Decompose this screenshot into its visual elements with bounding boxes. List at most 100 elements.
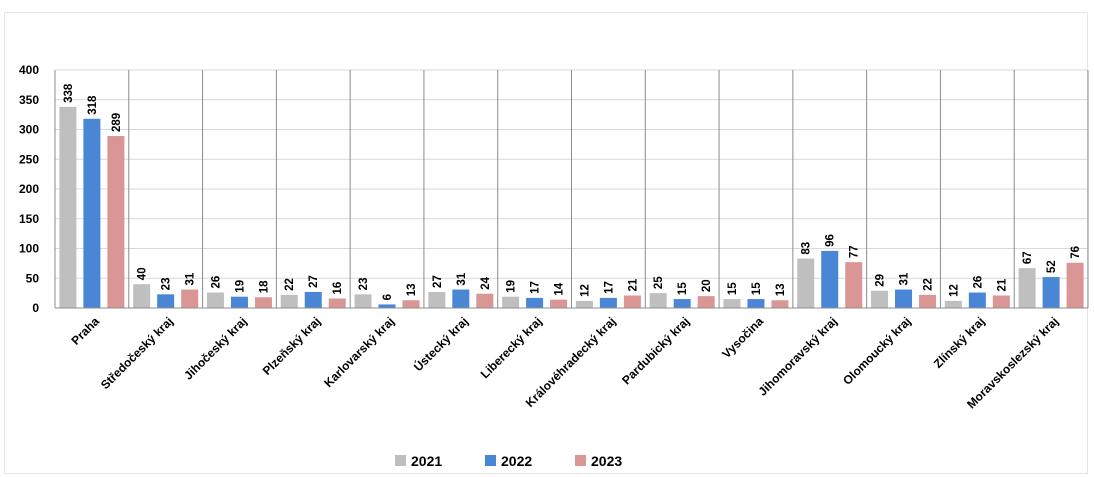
data-label: 22: [923, 278, 935, 291]
bar: [968, 292, 986, 308]
data-label: 21: [996, 278, 1008, 291]
y-tick-label: 0: [32, 301, 39, 315]
data-label: 21: [627, 278, 639, 291]
bar: [771, 300, 789, 308]
bar: [354, 294, 372, 308]
bar: [254, 297, 272, 308]
bar: [378, 304, 396, 308]
data-label: 83: [801, 242, 813, 255]
bar: [944, 300, 962, 308]
data-label: 52: [1046, 260, 1058, 273]
bar: [502, 296, 520, 308]
data-label: 19: [506, 280, 518, 293]
data-label: 20: [701, 279, 713, 292]
legend-label: 2022: [501, 453, 532, 469]
data-label: 22: [284, 278, 296, 291]
bar: [107, 136, 125, 308]
x-tick-label: Vysočina: [719, 314, 766, 361]
data-label: 18: [258, 280, 270, 293]
bar: [206, 292, 224, 308]
x-tick-label: Středočeský kraj: [98, 314, 176, 392]
data-label: 67: [1022, 251, 1034, 264]
data-label: 15: [727, 282, 739, 295]
x-tick-label: Karlovarský kraj: [321, 314, 397, 390]
bar: [550, 299, 568, 308]
data-label: 13: [775, 283, 787, 296]
data-label: 24: [480, 276, 492, 289]
bar: [723, 299, 741, 308]
data-label: 6: [382, 294, 394, 300]
bar: [649, 293, 667, 308]
bar: [599, 297, 617, 308]
bar: [59, 106, 77, 308]
data-label: 23: [161, 278, 173, 291]
y-tick-label: 50: [26, 271, 40, 285]
bar: [797, 258, 815, 308]
bar: [821, 250, 839, 308]
x-tick-label: Praha: [69, 314, 103, 348]
data-label: 15: [677, 282, 689, 295]
x-tick-label: Jihočeský kraj: [181, 314, 249, 382]
bar: [230, 296, 248, 308]
data-label: 14: [554, 282, 566, 295]
data-label: 289: [111, 113, 123, 132]
data-label: 23: [358, 278, 370, 291]
bar: [304, 291, 322, 308]
data-label: 12: [948, 284, 960, 297]
data-label: 26: [972, 276, 984, 289]
data-label: 29: [875, 274, 887, 287]
bar: [845, 262, 863, 308]
y-tick-label: 250: [19, 152, 39, 166]
bar: [476, 293, 494, 308]
y-tick-label: 350: [19, 93, 39, 107]
bar: [83, 118, 101, 308]
data-label: 17: [603, 281, 615, 294]
data-label: 31: [185, 272, 197, 285]
x-tick-label: Jihomoravský kraj: [755, 314, 839, 398]
data-label: 76: [1070, 246, 1082, 259]
bar: [181, 289, 199, 308]
bar: [747, 299, 765, 308]
bar: [895, 289, 913, 308]
y-tick-label: 100: [19, 242, 39, 256]
data-label: 16: [332, 282, 344, 295]
bar: [157, 294, 175, 308]
y-tick-label: 300: [19, 123, 39, 137]
data-label: 31: [456, 272, 468, 285]
legend-label: 2023: [591, 453, 622, 469]
bar: [697, 296, 715, 308]
bar: [452, 289, 470, 308]
bar: [280, 294, 298, 308]
data-label: 26: [210, 276, 222, 289]
data-label: 40: [137, 267, 149, 280]
data-label: 338: [63, 83, 75, 103]
x-tick-label: Plzeňský kraj: [260, 314, 324, 378]
data-label: 318: [87, 95, 99, 115]
data-label: 27: [432, 275, 444, 288]
data-label: 96: [825, 234, 837, 247]
bar: [133, 284, 151, 308]
legend-swatch: [485, 455, 496, 466]
legend-swatch: [395, 455, 406, 466]
bar: [1018, 268, 1036, 308]
data-label: 19: [234, 280, 246, 293]
bar: [623, 295, 641, 308]
bar: [526, 297, 544, 308]
bar: [673, 299, 691, 308]
bar: [575, 300, 593, 308]
bar: [1066, 262, 1084, 308]
data-label: 15: [751, 282, 763, 295]
x-tick-label: Zlínský kraj: [931, 314, 988, 371]
y-tick-label: 200: [19, 182, 39, 196]
legend-label: 2021: [411, 453, 442, 469]
data-label: 27: [308, 275, 320, 288]
x-tick-label: Liberecký kraj: [478, 314, 545, 381]
data-label: 12: [579, 284, 591, 297]
bar: [328, 298, 346, 308]
bar: [402, 300, 420, 308]
x-tick-label: Pardubický kraj: [619, 314, 692, 387]
x-tick-label: Ústecký kraj: [410, 314, 471, 375]
data-label: 17: [530, 281, 542, 294]
legend-swatch: [575, 455, 586, 466]
